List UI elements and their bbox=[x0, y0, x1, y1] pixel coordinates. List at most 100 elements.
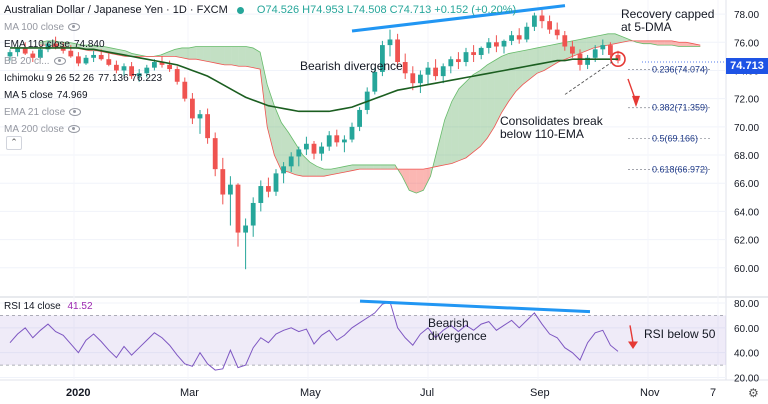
candle-body bbox=[106, 59, 112, 65]
candle-body bbox=[326, 135, 332, 147]
indicator-label: BB 20 cl... bbox=[4, 56, 50, 67]
time-tick-label: Jul bbox=[420, 387, 434, 399]
eye-icon[interactable] bbox=[68, 23, 81, 32]
candle-body bbox=[524, 26, 530, 40]
ichimoku-cloud-segment bbox=[217, 46, 225, 65]
ichimoku-cloud-segment bbox=[409, 169, 417, 194]
eye-icon[interactable] bbox=[68, 125, 81, 134]
indicator-legend-row[interactable]: MA 5 close 74.969 bbox=[4, 90, 88, 101]
ichimoku-cloud-segment bbox=[245, 46, 253, 68]
indicator-value: 74.969 bbox=[56, 90, 88, 101]
candle-body bbox=[22, 47, 28, 54]
candle-body bbox=[448, 59, 454, 67]
fib-level-label: 0.236(74.074) bbox=[652, 64, 708, 74]
candle-body bbox=[53, 43, 58, 47]
ichimoku-cloud-segment bbox=[338, 166, 346, 174]
indicator-label: MA 5 close bbox=[4, 90, 53, 101]
time-tick-label: 7 bbox=[710, 387, 716, 399]
price-tick-label: 68.00 bbox=[734, 151, 759, 162]
rsi-legend-value: 41.52 bbox=[67, 301, 93, 312]
consolidation-pointer-line bbox=[564, 61, 613, 95]
ichimoku-cloud-segment bbox=[537, 46, 545, 74]
candle-body bbox=[7, 52, 13, 57]
ichimoku-cloud-segment bbox=[423, 167, 431, 191]
ichimoku-cloud-segment bbox=[586, 36, 594, 51]
rsi-tick-label: 80.00 bbox=[734, 299, 759, 310]
indicator-legend-row[interactable]: MA 100 close bbox=[4, 22, 81, 33]
bearish-divergence-trendline-price bbox=[351, 4, 566, 33]
ichimoku-cloud-segment bbox=[345, 164, 353, 172]
ichimoku-cloud-segment bbox=[189, 46, 197, 60]
candle-body bbox=[197, 114, 203, 119]
ichimoku-cloud-segment bbox=[480, 64, 488, 147]
candle-body bbox=[410, 73, 416, 84]
ichimoku-cloud-segment bbox=[224, 46, 232, 65]
candle-body bbox=[91, 54, 96, 58]
time-tick-label: Nov bbox=[640, 387, 660, 399]
candle-body bbox=[486, 42, 492, 48]
indicator-legend-row[interactable]: BB 20 cl... bbox=[4, 56, 66, 67]
candle-body bbox=[615, 54, 621, 61]
down-arrow-rsi bbox=[629, 325, 634, 343]
candle-body bbox=[319, 146, 324, 154]
candle-body bbox=[45, 43, 51, 50]
indicator-legend-row[interactable]: MA 200 close bbox=[4, 124, 81, 135]
candle-body bbox=[98, 54, 104, 60]
candle-body bbox=[554, 29, 560, 36]
candle-body bbox=[273, 173, 279, 192]
eye-icon[interactable] bbox=[53, 57, 66, 66]
candle-body bbox=[395, 39, 400, 63]
candle-body bbox=[144, 67, 150, 74]
indicator-legend-row[interactable]: EMA 21 close bbox=[4, 107, 82, 118]
indicator-legend-row[interactable]: EMA 110 close 74.840 bbox=[4, 39, 105, 50]
rsi-line bbox=[9, 301, 619, 371]
candle-body bbox=[182, 81, 188, 99]
gear-icon[interactable]: ⚙ bbox=[748, 386, 759, 400]
indicator-legend-row[interactable]: Ichimoku 9 26 52 26 77.136 76.223 bbox=[4, 73, 162, 84]
candle-body bbox=[152, 62, 157, 68]
indicator-value: 74.840 bbox=[73, 39, 105, 50]
candle-body bbox=[418, 74, 423, 84]
candle-body bbox=[15, 47, 20, 53]
ichimoku-cloud-segment bbox=[444, 101, 452, 165]
candle-body bbox=[402, 62, 408, 74]
ichimoku-cloud-segment bbox=[558, 42, 566, 63]
candle-body bbox=[190, 98, 195, 119]
candle-body bbox=[136, 73, 142, 77]
candle-body bbox=[372, 71, 378, 92]
ichimoku-cloud-segment bbox=[508, 52, 516, 102]
candle-body bbox=[167, 64, 172, 70]
candle-body bbox=[478, 47, 484, 55]
ichimoku-cloud-segment bbox=[437, 119, 445, 167]
ichimoku-cloud-segment bbox=[203, 46, 211, 63]
ichimoku-cloud-segment bbox=[281, 122, 289, 172]
candle-body bbox=[76, 56, 81, 64]
eye-icon[interactable] bbox=[69, 108, 82, 117]
price-tick-label: 76.00 bbox=[734, 38, 759, 49]
ohlc-values: O74.526 H74.953 L74.508 C74.713 +0.152 (… bbox=[256, 4, 517, 16]
ichimoku-cloud-segment bbox=[501, 53, 509, 113]
candle-body bbox=[532, 15, 537, 27]
candle-body bbox=[547, 21, 552, 30]
ichimoku-cloud-segment bbox=[267, 84, 275, 156]
candle-body bbox=[159, 62, 165, 65]
ichimoku-cloud-segment bbox=[373, 164, 381, 170]
price-tick-label: 72.00 bbox=[734, 95, 759, 106]
candle-body bbox=[68, 50, 74, 57]
candle-body bbox=[235, 184, 241, 233]
ichimoku-cloud-segment bbox=[238, 46, 246, 67]
price-tick-label: 66.00 bbox=[734, 179, 759, 190]
time-tick-label: May bbox=[300, 387, 321, 399]
ichimoku-cloud-segment bbox=[608, 33, 616, 46]
collapse-indicators-button[interactable]: ⌃ bbox=[6, 136, 22, 150]
ichimoku-cloud-segment bbox=[210, 46, 218, 64]
ichimoku-cloud-segment bbox=[253, 47, 261, 70]
ichimoku-cloud-segment bbox=[380, 164, 388, 170]
candle-body bbox=[30, 53, 36, 58]
ichimoku-cloud-segment bbox=[366, 164, 374, 170]
ichimoku-cloud-segment bbox=[466, 74, 474, 158]
candle-body bbox=[281, 166, 286, 174]
candle-body bbox=[311, 143, 317, 154]
candle-body bbox=[114, 64, 119, 71]
